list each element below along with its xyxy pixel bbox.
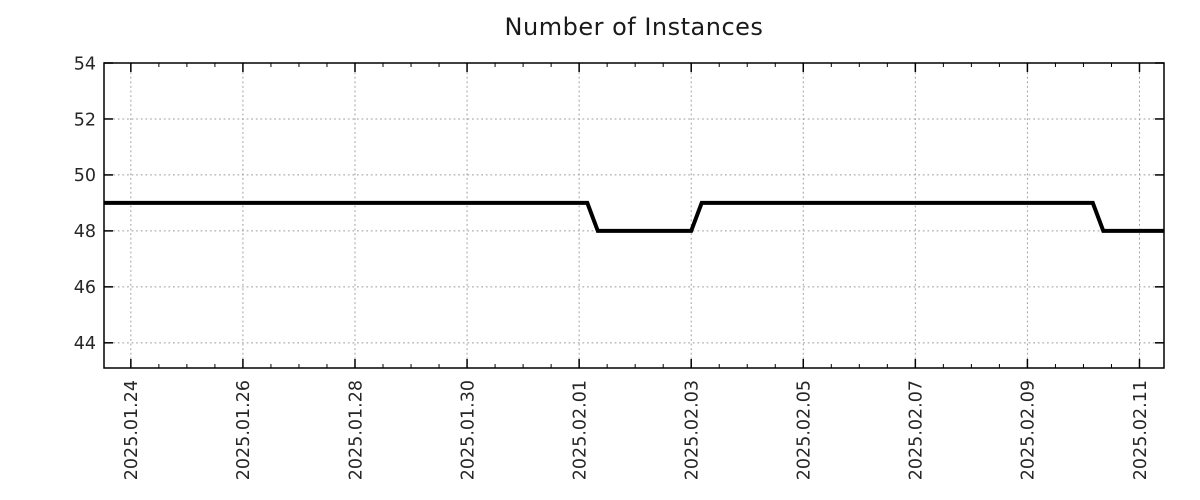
plot-border bbox=[103, 62, 1165, 369]
x-tick-label: 2025.02.07 bbox=[907, 380, 927, 480]
x-tick-label: 2025.02.05 bbox=[795, 380, 815, 480]
y-tick-label: 48 bbox=[74, 222, 96, 242]
y-tick-label: 44 bbox=[74, 334, 96, 354]
x-tick-label: 2025.02.01 bbox=[570, 380, 590, 480]
y-tick-label: 50 bbox=[74, 166, 96, 186]
x-tick-label: 2025.02.11 bbox=[1131, 380, 1151, 480]
x-tick-label: 2025.01.24 bbox=[122, 380, 142, 480]
data-line bbox=[104, 200, 1164, 233]
chart-title: Number of Instances bbox=[504, 13, 764, 41]
y-tick-label: 46 bbox=[74, 278, 96, 298]
x-tick-label: 2025.02.09 bbox=[1019, 380, 1039, 480]
y-tick-label: 54 bbox=[74, 54, 96, 74]
y-tick-label: 52 bbox=[74, 110, 96, 130]
x-tick-label: 2025.02.03 bbox=[683, 380, 703, 480]
x-tick-label: 2025.01.28 bbox=[346, 380, 366, 480]
x-tick-label: 2025.01.30 bbox=[458, 380, 478, 480]
x-tick-label: 2025.01.26 bbox=[234, 380, 254, 480]
